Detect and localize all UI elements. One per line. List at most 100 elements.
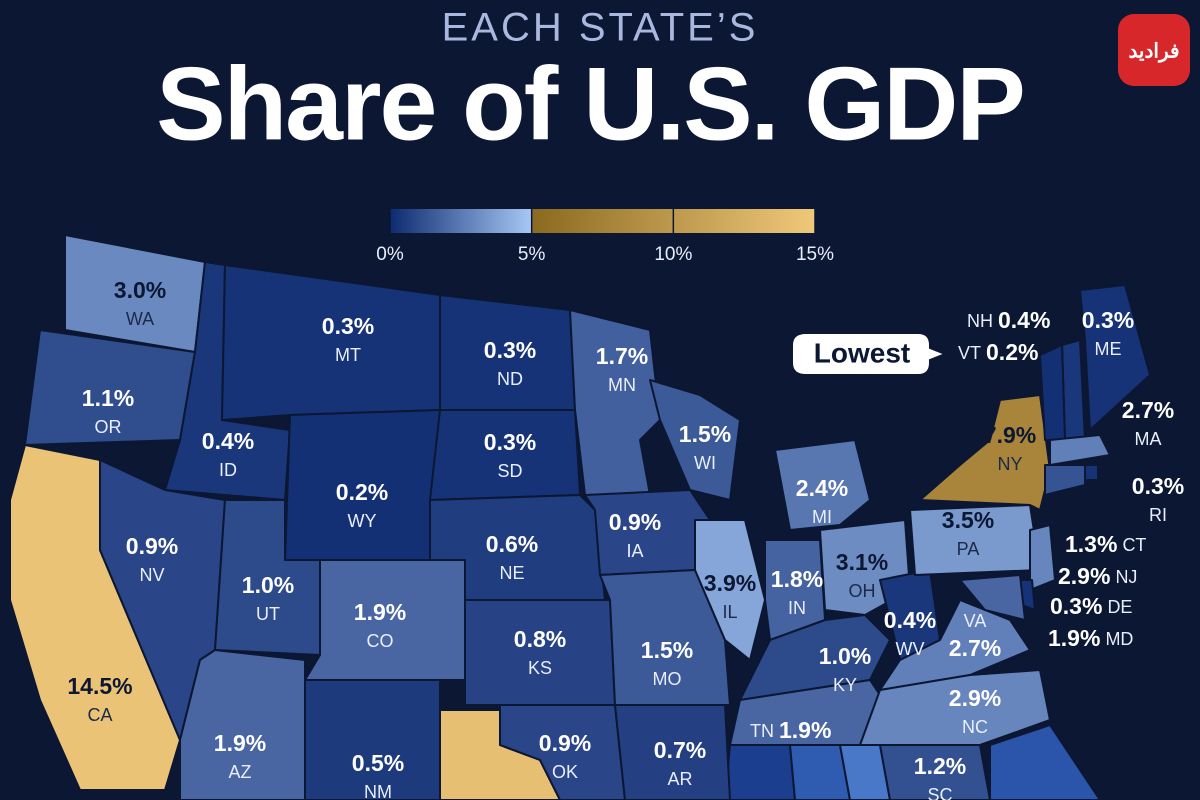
state-abbr: CO bbox=[367, 631, 394, 651]
state-shape bbox=[1079, 284, 1151, 431]
state-abbr: NJ bbox=[1115, 567, 1137, 587]
state-abbr: MO bbox=[653, 669, 682, 689]
state-value: 0.2% bbox=[986, 339, 1038, 365]
title: Share of U.S. GDP bbox=[156, 46, 1024, 162]
state-shape bbox=[649, 379, 741, 501]
state-value: 0.9% bbox=[126, 533, 178, 559]
state-value: 1.7% bbox=[596, 343, 648, 369]
state-shape bbox=[569, 309, 661, 496]
state-abbr: MT bbox=[335, 345, 361, 365]
state-value: 2.9% bbox=[1058, 563, 1110, 589]
state-abbr: SD bbox=[497, 461, 522, 481]
state-value: 1.9% bbox=[1048, 625, 1100, 651]
state-abbr: NC bbox=[962, 717, 988, 737]
state-abbr: ID bbox=[219, 460, 237, 480]
state-abbr: IA bbox=[626, 541, 643, 561]
watermark-box bbox=[1118, 14, 1190, 86]
state-abbr: WV bbox=[896, 639, 925, 659]
state-value: 1.2% bbox=[914, 753, 966, 779]
state-abbr: MI bbox=[812, 507, 832, 527]
state-value: 3.5% bbox=[942, 507, 994, 533]
state-abbr: OR bbox=[95, 417, 122, 437]
state-value: 0.3% bbox=[1050, 593, 1102, 619]
state-abbr: NY bbox=[997, 454, 1022, 474]
state-abbr: NV bbox=[139, 565, 164, 585]
state-label: NH 0.4% bbox=[967, 307, 1050, 333]
legend-label: 15% bbox=[796, 244, 834, 265]
state-value: 2.7% bbox=[1122, 397, 1174, 423]
state-shape bbox=[614, 704, 731, 800]
state-value: 1.9% bbox=[354, 599, 406, 625]
state-abbr: OH bbox=[849, 581, 876, 601]
legend-blue bbox=[390, 209, 532, 233]
state-abbr: KY bbox=[833, 675, 857, 695]
state-value: 1.1% bbox=[82, 385, 134, 411]
state-abbr: MD bbox=[1105, 629, 1133, 649]
state-value: 2.4% bbox=[796, 475, 848, 501]
state-abbr: TN bbox=[750, 721, 774, 741]
state-abbr: AR bbox=[667, 769, 692, 789]
state-value: 1.5% bbox=[641, 637, 693, 663]
state-shape bbox=[959, 574, 1026, 621]
state-value: 7.9% bbox=[984, 422, 1036, 448]
state-value: 0.9% bbox=[539, 730, 591, 756]
state-value: 0.3% bbox=[484, 337, 536, 363]
unlabeled-states bbox=[439, 709, 1101, 800]
legend-label: 10% bbox=[654, 244, 692, 265]
state-value: 0.7% bbox=[654, 737, 706, 763]
state-value: 2.9% bbox=[949, 685, 1001, 711]
state-value: 3.1% bbox=[836, 549, 888, 575]
state-value: 0.4% bbox=[998, 307, 1050, 333]
state-shape bbox=[1044, 464, 1086, 496]
state-abbr: WA bbox=[126, 309, 154, 329]
state-abbr: AZ bbox=[228, 762, 251, 782]
state-abbr: NM bbox=[364, 782, 392, 800]
state-abbr: CA bbox=[87, 705, 112, 725]
state-value: 0.3% bbox=[322, 313, 374, 339]
state-shape bbox=[919, 394, 1051, 511]
state-abbr: CT bbox=[1122, 535, 1146, 555]
state-value: 0.5% bbox=[352, 750, 404, 776]
state-value: 0.3% bbox=[1082, 307, 1134, 333]
state-abbr: NH bbox=[967, 311, 993, 331]
state-abbr: PA bbox=[957, 539, 980, 559]
state-label: 1.3% CT bbox=[1065, 531, 1146, 557]
state-abbr: WI bbox=[694, 453, 716, 473]
state-abbr: KS bbox=[528, 658, 552, 678]
state-value: 0.9% bbox=[609, 509, 661, 535]
state-shape bbox=[1029, 524, 1056, 591]
state-value: 1.0% bbox=[242, 572, 294, 598]
state-value: 1.9% bbox=[779, 717, 831, 743]
state-abbr: IL bbox=[722, 602, 737, 622]
state-value: 0.4% bbox=[884, 607, 936, 633]
state-value: 3.0% bbox=[114, 277, 166, 303]
callout: Lowest bbox=[791, 332, 948, 376]
state-value: 0.8% bbox=[514, 626, 566, 652]
state-value: 0.2% bbox=[336, 479, 388, 505]
callout-text: Lowest bbox=[814, 337, 910, 368]
state-abbr: IN bbox=[788, 598, 806, 618]
state-abbr: ND bbox=[497, 369, 523, 389]
state-shape bbox=[1039, 344, 1066, 441]
legend-label: 0% bbox=[376, 244, 404, 265]
state-value: 1.5% bbox=[679, 421, 731, 447]
state-shape bbox=[774, 439, 871, 531]
state-shape bbox=[1084, 464, 1099, 481]
legend: 0% 5% 10% 15% bbox=[376, 209, 834, 265]
states: 3.0% WA 1.1% OR 14.5% CA 0.4% ID 0.9% NV 0.3% MT 0.2… bbox=[9, 234, 1184, 800]
state-value: 3.9% bbox=[704, 570, 756, 596]
state-shape bbox=[304, 679, 441, 800]
state-abbr: UT bbox=[256, 604, 280, 624]
state-abbr: WY bbox=[348, 511, 377, 531]
state-abbr: DE bbox=[1107, 597, 1132, 617]
state-value: 14.5% bbox=[67, 673, 132, 699]
state-value: 1.9% bbox=[214, 730, 266, 756]
state-value: 1.3% bbox=[1065, 531, 1117, 557]
legend-label: 5% bbox=[518, 244, 546, 265]
state-value: 0.3% bbox=[484, 429, 536, 455]
state-abbr: ME bbox=[1095, 339, 1122, 359]
state-shape bbox=[1049, 434, 1111, 466]
state-value: 0.6% bbox=[486, 531, 538, 557]
state-value: 0.3% bbox=[1132, 473, 1184, 499]
